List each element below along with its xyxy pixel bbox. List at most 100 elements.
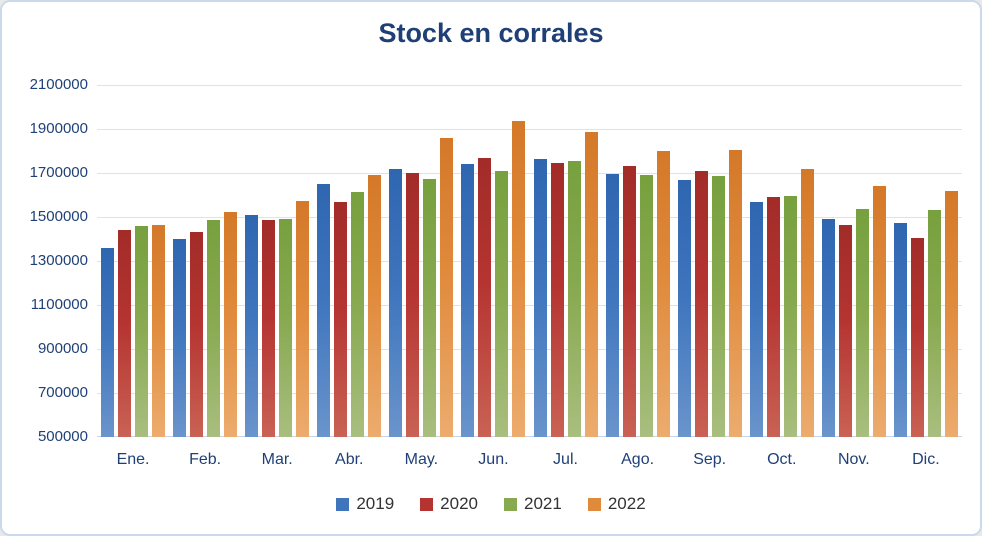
bar-2020-sep [694, 170, 708, 437]
x-tick-label-jul: Jul. [553, 451, 578, 468]
bar-2020-abr [334, 201, 348, 437]
bar-2021-sep [711, 176, 725, 437]
bar-2022-sep [728, 149, 742, 437]
bar-2019-feb [173, 239, 187, 437]
x-tick-label-oct: Oct. [767, 451, 797, 468]
gridline [97, 349, 962, 350]
bar-2019-dic [893, 222, 907, 437]
bar-2021-oct [783, 196, 797, 437]
bar-2022-jun [512, 121, 526, 437]
legend-label: 2020 [440, 494, 478, 513]
bar-2021-nov [855, 209, 869, 437]
bar-2022-abr [368, 175, 382, 437]
gridline [97, 129, 962, 130]
bar-2021-may [423, 178, 437, 437]
legend-item-2022: 2022 [587, 494, 646, 514]
bar-2021-feb [207, 220, 221, 437]
legend-swatch-icon [587, 497, 601, 511]
bar-2022-oct [800, 168, 814, 437]
legend-label: 2019 [356, 494, 395, 513]
bar-group-ene [97, 85, 169, 437]
x-tick-label-feb: Feb. [189, 451, 222, 468]
bar-2021-ago [639, 175, 653, 437]
bar-2020-jun [478, 157, 492, 437]
x-tick-label-dic: Dic. [912, 451, 940, 468]
bar-2022-ago [656, 151, 670, 437]
bar-2021-jun [495, 170, 509, 437]
legend: 2019 2020 2021 2022 [2, 494, 980, 514]
bar-2019-nov [821, 219, 835, 437]
y-tick-label: 1900000 [29, 120, 88, 137]
x-axis: Ene. Feb. Mar. Abr. May. Jun. Jul. Ago. Sep. Oct.… [97, 451, 962, 469]
bar-2020-ago [622, 166, 636, 437]
plot-area [97, 85, 962, 437]
legend-item-2021: 2021 [504, 494, 562, 514]
y-tick-label: 700000 [37, 384, 88, 401]
x-tick-label-sep: Sep. [693, 451, 727, 468]
gridline [97, 305, 962, 306]
legend-swatch-icon [336, 497, 350, 511]
gridline [97, 173, 962, 174]
legend-swatch-icon [504, 497, 517, 511]
chart-title: Stock en corrales [378, 18, 604, 48]
bars-layer [97, 85, 962, 437]
bar-2022-ene [152, 224, 166, 437]
legend-item-2019: 2019 [336, 494, 394, 514]
bar-group-ago [602, 85, 674, 437]
bar-2019-sep [677, 179, 691, 437]
bar-2019-ago [605, 174, 619, 437]
bar-2019-oct [749, 201, 763, 437]
bar-group-abr [313, 85, 385, 437]
bar-2019-jun [461, 164, 475, 437]
bar-2019-may [389, 168, 403, 437]
bar-group-sep [674, 85, 746, 437]
bar-2019-abr [317, 184, 331, 437]
bar-2022-nov [872, 186, 886, 437]
bar-2020-mar [262, 220, 276, 437]
x-tick-label-ene: Ene. [116, 451, 150, 468]
x-tick-label-mar: Mar. [261, 451, 293, 468]
y-tick-label: 1500000 [29, 208, 88, 225]
legend-item-2020: 2020 [420, 494, 478, 514]
bar-2019-ene [101, 247, 115, 437]
gridline [97, 393, 962, 394]
legend-swatch-icon [420, 497, 434, 511]
bar-group-nov [818, 85, 890, 437]
bar-group-may [385, 85, 457, 437]
y-tick-label: 1700000 [29, 164, 88, 181]
bar-2020-nov [838, 224, 852, 437]
bar-2020-jul [550, 163, 564, 437]
legend-label: 2022 [607, 494, 646, 513]
bar-group-jun [457, 85, 529, 437]
bar-2021-ene [135, 225, 149, 437]
gridline [97, 261, 962, 262]
bar-2021-jul [567, 160, 581, 437]
bar-group-feb [169, 85, 241, 437]
bar-2020-dic [910, 237, 924, 437]
bar-group-dic [890, 85, 962, 437]
bar-2022-dic [944, 190, 958, 437]
gridline [97, 217, 962, 218]
y-tick-label: 1300000 [29, 252, 88, 269]
bar-2019-mar [245, 214, 259, 437]
bar-2020-feb [190, 232, 204, 437]
bar-2021-mar [279, 219, 293, 437]
legend-label: 2021 [524, 494, 562, 513]
x-tick-label-may: May. [404, 451, 439, 468]
bar-2019-jul [533, 158, 547, 437]
bar-2022-mar [296, 200, 310, 437]
gridline [97, 85, 962, 86]
y-tick-label: 2100000 [29, 76, 88, 93]
bar-2020-may [406, 173, 420, 437]
bar-2021-abr [351, 191, 365, 437]
bar-2022-may [440, 137, 454, 437]
bar-group-oct [746, 85, 818, 437]
y-tick-label: 900000 [37, 340, 88, 357]
y-tick-label: 500000 [37, 428, 88, 445]
x-tick-label-abr: Abr. [335, 451, 364, 468]
x-tick-label-jun: Jun. [478, 451, 509, 468]
bar-group-jul [529, 85, 601, 437]
bar-2022-feb [224, 211, 238, 437]
x-tick-label-ago: Ago. [621, 451, 655, 468]
